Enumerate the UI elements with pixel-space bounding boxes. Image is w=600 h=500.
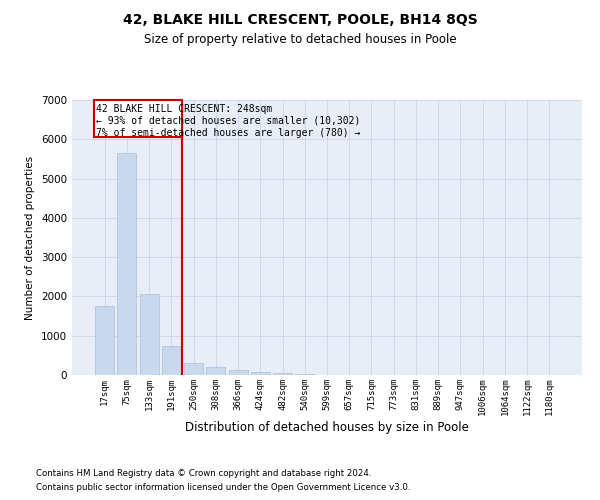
Bar bbox=[206, 368, 225, 375]
Bar bbox=[162, 346, 181, 375]
Text: Size of property relative to detached houses in Poole: Size of property relative to detached ho… bbox=[143, 32, 457, 46]
Text: 42 BLAKE HILL CRESCENT: 248sqm: 42 BLAKE HILL CRESCENT: 248sqm bbox=[96, 104, 272, 114]
Bar bbox=[295, 374, 314, 375]
Text: 7% of semi-detached houses are larger (780) →: 7% of semi-detached houses are larger (7… bbox=[96, 128, 361, 138]
Text: ← 93% of detached houses are smaller (10,302): ← 93% of detached houses are smaller (10… bbox=[96, 116, 361, 126]
Text: 42, BLAKE HILL CRESCENT, POOLE, BH14 8QS: 42, BLAKE HILL CRESCENT, POOLE, BH14 8QS bbox=[122, 12, 478, 26]
Bar bbox=[140, 294, 158, 375]
Y-axis label: Number of detached properties: Number of detached properties bbox=[25, 156, 35, 320]
Text: Contains HM Land Registry data © Crown copyright and database right 2024.: Contains HM Land Registry data © Crown c… bbox=[36, 468, 371, 477]
Text: Contains public sector information licensed under the Open Government Licence v3: Contains public sector information licen… bbox=[36, 484, 410, 492]
Bar bbox=[273, 373, 292, 375]
Bar bbox=[184, 363, 203, 375]
Bar bbox=[251, 372, 270, 375]
X-axis label: Distribution of detached houses by size in Poole: Distribution of detached houses by size … bbox=[185, 421, 469, 434]
Bar bbox=[94, 100, 182, 138]
Bar bbox=[118, 153, 136, 375]
Bar bbox=[229, 370, 248, 375]
Bar bbox=[95, 306, 114, 375]
